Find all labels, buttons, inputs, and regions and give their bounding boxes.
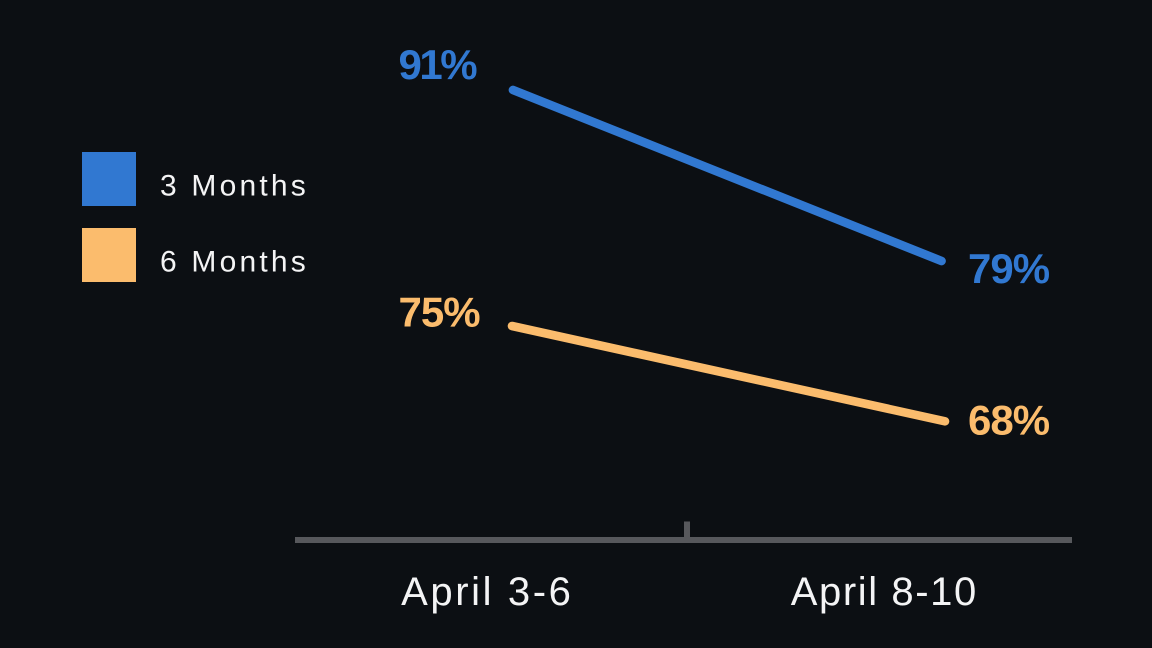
svg-text:91%: 91% [399, 41, 478, 88]
svg-text:3 Months: 3 Months [160, 170, 309, 203]
svg-text:75%: 75% [399, 288, 481, 335]
svg-text:April 3-6: April 3-6 [401, 570, 573, 614]
svg-text:6 Months: 6 Months [160, 246, 309, 279]
svg-text:68%: 68% [968, 396, 1050, 443]
svg-text:April 8-10: April 8-10 [791, 570, 978, 614]
svg-text:79%: 79% [968, 245, 1050, 292]
